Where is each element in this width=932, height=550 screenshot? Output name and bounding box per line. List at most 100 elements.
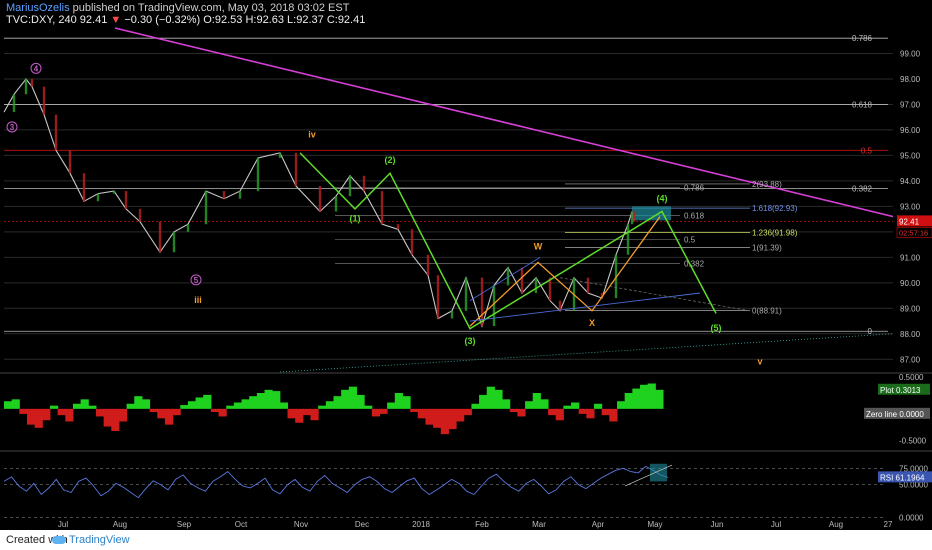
price-candle [464, 277, 468, 311]
oscillator-bar [502, 399, 511, 409]
countdown-text: 02:57:16 [899, 228, 928, 237]
oscillator-bar [548, 408, 557, 416]
oscillator-bar [111, 408, 120, 431]
last-value: 92.41 [79, 14, 108, 26]
wave-label: X [589, 318, 595, 328]
zero-line-badge [864, 407, 930, 419]
price-candle [318, 185, 322, 212]
oscillator-bar [149, 408, 158, 412]
wave-label: (2) [385, 155, 396, 165]
oscillator-bar [640, 384, 649, 409]
oscillator-bar [88, 405, 97, 409]
oscillator-bar [348, 386, 357, 409]
oscillator-bar [655, 389, 664, 409]
fib-retracement-label: 0.382 [684, 260, 705, 269]
oscillator-bar [601, 408, 610, 416]
fib-extension-label: 0(88.91) [752, 307, 782, 316]
time-tick-label: Aug [829, 520, 843, 529]
time-tick-label: Dec [355, 520, 369, 529]
oscillator-bar [563, 405, 572, 409]
price-candle [450, 310, 454, 319]
oscillator-bar [417, 408, 426, 419]
oscillator-bar [394, 393, 403, 409]
price-candle [222, 191, 226, 199]
oscillator-bar [264, 389, 273, 409]
oscillator-bar [425, 408, 434, 425]
oscillator-bar [448, 408, 457, 430]
footer-brand: TradingView [69, 534, 130, 546]
rsi-tick-label: 50.0000 [899, 481, 928, 490]
time-tick-label: 27 [884, 520, 893, 529]
oscillator-bar [325, 401, 334, 409]
oscillator-bar [95, 408, 105, 417]
wave-label: 5 [194, 276, 199, 285]
oscillator-bar [586, 408, 595, 419]
chart-canvas[interactable]: 99.0098.0097.0096.0095.0094.0093.0092.00… [0, 0, 932, 530]
price-candle [68, 150, 72, 174]
wave-label: iv [308, 130, 316, 140]
oscillator-bar [34, 408, 43, 428]
oscillator-bar [218, 408, 227, 417]
price-tick-label: 89.00 [900, 304, 921, 313]
oscillator-bar [272, 391, 281, 409]
oscillator-bar [509, 408, 518, 412]
price-candle [96, 193, 100, 202]
oscillator-bar [371, 408, 380, 417]
price-candle [534, 277, 538, 294]
oscillator-bar [57, 408, 66, 416]
oscillator-bar [494, 389, 503, 409]
oscillator-bar [126, 403, 135, 409]
target-zone-box [632, 206, 671, 221]
last-price-badge-text: 92.41 [899, 217, 920, 226]
oscillator-bar [402, 396, 411, 409]
price-candle [614, 254, 618, 299]
price-candle [426, 254, 430, 276]
price-candle [410, 229, 414, 255]
oscillator-bar [42, 408, 51, 421]
author-link[interactable]: MariusOzelis [6, 2, 70, 14]
oscillator-bar [463, 408, 472, 416]
price-candle [24, 78, 28, 95]
oscillator-bar [118, 408, 128, 422]
projection-dashed [559, 277, 751, 312]
price-candle [548, 277, 552, 301]
oscillator-bar [134, 396, 143, 409]
wave-label: iii [194, 295, 202, 305]
symbol-legend: TVC:DXY, 240 92.41 ▼ −0.30 (−0.32%) O:92… [6, 14, 365, 26]
close-value: C:92.41 [326, 14, 366, 26]
price-candle [334, 196, 338, 212]
time-tick-label: Sep [177, 520, 192, 529]
oscillator-bar [241, 399, 250, 409]
oscillator-bar [103, 408, 112, 427]
tradingview-logo[interactable]: TradingView [52, 534, 130, 546]
last-price-badge [897, 215, 932, 227]
oscillator-bar [310, 408, 319, 421]
fib-extension-label: 1.236(91.98) [752, 228, 798, 237]
oscillator-bar [172, 408, 181, 416]
oscillator-bar [617, 401, 626, 409]
price-candle [600, 293, 604, 299]
price-candle [238, 191, 242, 199]
wave-label: (1) [350, 214, 361, 224]
time-tick-label: Jul [771, 520, 781, 529]
price-candle [348, 175, 352, 197]
fib-extension-label: 1.618(92.93) [752, 204, 798, 213]
fib-level-label: 0.786 [852, 34, 873, 43]
oscillator-bar [517, 408, 526, 417]
price-candle [436, 275, 440, 319]
time-tick-label: Apr [592, 520, 605, 529]
price-candle [30, 78, 34, 87]
price-candle [586, 277, 590, 294]
time-tick-label: May [647, 520, 662, 529]
oscillator-bar [632, 388, 641, 409]
symbol-name[interactable]: TVC:DXY, 240 [6, 14, 77, 26]
oscillator-bar [72, 403, 82, 409]
price-tick-label: 97.00 [900, 100, 921, 109]
time-tick-label: Mar [532, 520, 546, 529]
time-tick-label: Nov [294, 520, 308, 529]
oscillator-tick-label: 0.5000 [899, 373, 924, 382]
oscillator-bar [525, 401, 534, 409]
fib-extension-label: 2(93.88) [752, 180, 782, 189]
price-candle [558, 300, 562, 311]
wave-label: 4 [34, 64, 39, 73]
